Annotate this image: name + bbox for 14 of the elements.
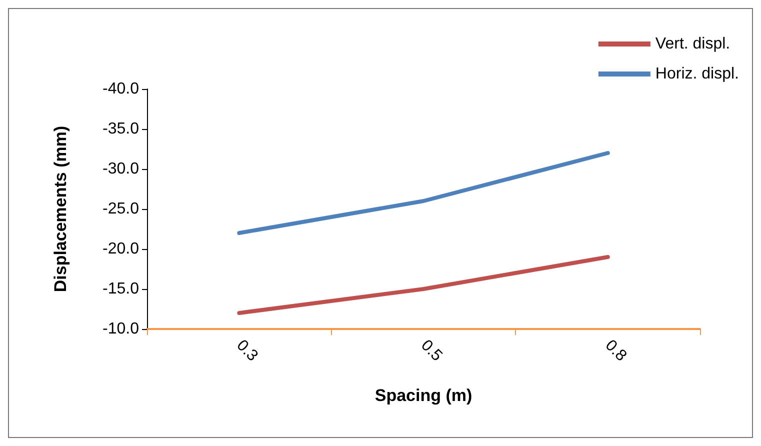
legend-label: Vert. displ. — [655, 36, 730, 52]
y-tick-label: -35.0 — [102, 120, 140, 138]
y-tick-label: -30.0 — [102, 160, 140, 178]
x-tick-label: 0.8 — [602, 336, 630, 365]
legend-label: Horiz. displ. — [655, 66, 739, 82]
x-tick-label: 0.5 — [417, 336, 446, 365]
x-tick-label: 0.3 — [233, 336, 261, 365]
y-tick-label: -20.0 — [102, 240, 140, 258]
x-axis-title: Spacing (m) — [374, 386, 472, 405]
y-tick-label: -10.0 — [102, 320, 140, 338]
y-tick-label: -40.0 — [102, 80, 140, 98]
y-axis-title: Displacements (mm) — [51, 126, 70, 292]
y-tick-label: -25.0 — [102, 200, 140, 218]
y-tick-label: -15.0 — [102, 280, 140, 298]
